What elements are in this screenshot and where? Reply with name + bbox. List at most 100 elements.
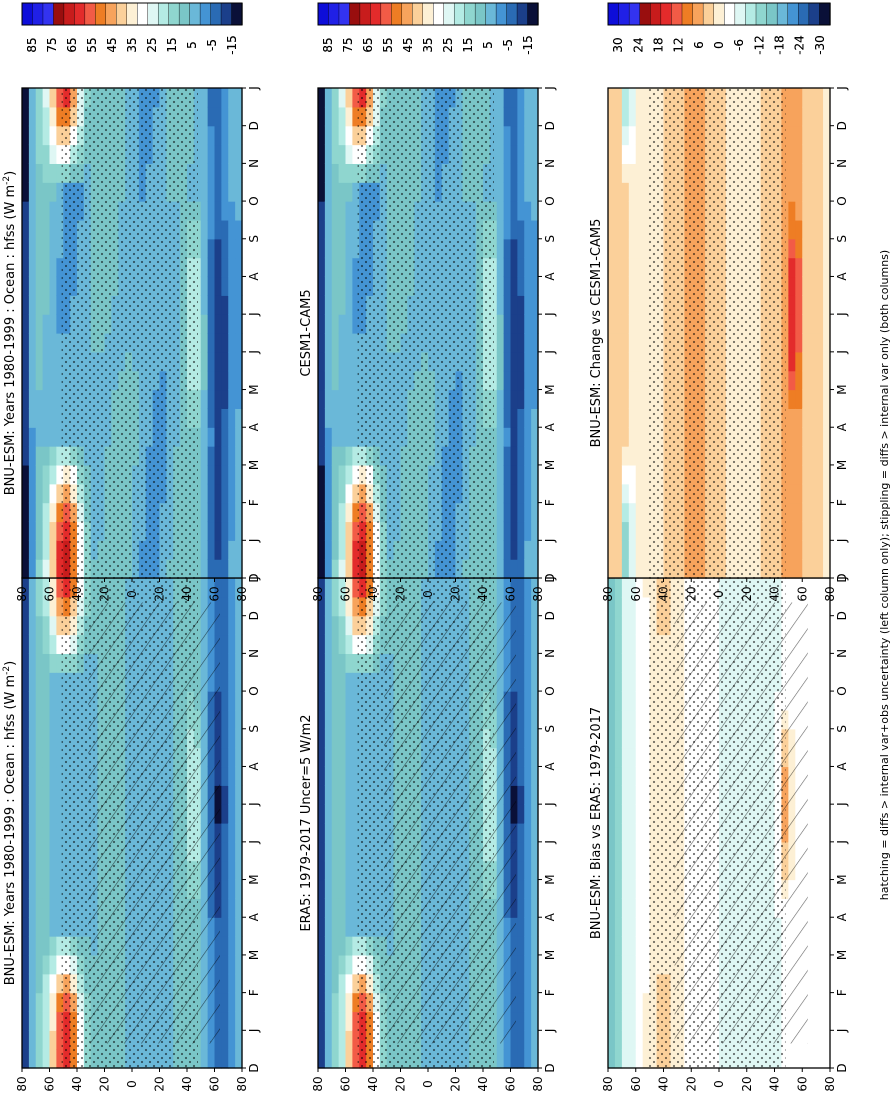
heatmap-cell bbox=[36, 691, 43, 710]
lat-tick-label: 80 bbox=[601, 1076, 615, 1091]
heatmap-cell bbox=[325, 371, 332, 390]
heatmap-cell bbox=[43, 371, 50, 390]
heatmap-cell bbox=[228, 823, 235, 842]
heatmap-cell bbox=[221, 540, 228, 559]
heatmap-cell bbox=[816, 861, 824, 880]
heatmap-cell bbox=[608, 880, 616, 899]
heatmap-cell bbox=[636, 276, 644, 295]
lat-tick-label: 60 bbox=[43, 1076, 57, 1091]
month-tick-label: S bbox=[543, 725, 557, 733]
heatmap-cell bbox=[221, 521, 228, 540]
heatmap-cell bbox=[615, 861, 623, 880]
heatmap-cell bbox=[228, 955, 235, 974]
heatmap-cell bbox=[43, 917, 50, 936]
heatmap-cell bbox=[622, 672, 630, 691]
colorbar-swatch bbox=[339, 3, 350, 25]
heatmap-cell bbox=[497, 126, 504, 145]
heatmap-cell bbox=[524, 861, 531, 880]
heatmap-cell bbox=[215, 107, 222, 126]
heatmap-cell bbox=[318, 88, 325, 107]
month-tick-label: M bbox=[247, 384, 261, 394]
heatmap-cell bbox=[332, 936, 339, 955]
heatmap-cell bbox=[318, 182, 325, 201]
heatmap-cell bbox=[318, 974, 325, 993]
colorbar-label: 65 bbox=[361, 37, 375, 52]
heatmap-cell bbox=[221, 484, 228, 503]
heatmap-cell bbox=[228, 352, 235, 371]
colorbar-swatch bbox=[85, 3, 96, 25]
heatmap-cell bbox=[608, 503, 616, 522]
title-end: ) bbox=[3, 661, 18, 666]
heatmap-cell bbox=[636, 239, 644, 258]
lat-tick-label: 40 bbox=[476, 1076, 490, 1091]
heatmap-cell bbox=[22, 390, 29, 409]
heatmap-cell bbox=[318, 201, 325, 220]
heatmap-cell bbox=[629, 126, 637, 145]
heatmap-cell bbox=[608, 823, 616, 842]
heatmap-cell bbox=[325, 748, 332, 767]
heatmap-cell bbox=[497, 352, 504, 371]
heatmap-cell bbox=[318, 314, 325, 333]
heatmap-cell bbox=[36, 672, 43, 691]
heatmap-cell bbox=[622, 936, 630, 955]
heatmap-cell bbox=[29, 503, 36, 522]
heatmap-cell bbox=[50, 427, 57, 446]
month-tick-label: D bbox=[835, 611, 849, 620]
heatmap-cell bbox=[511, 295, 518, 314]
heatmap-cell bbox=[50, 107, 57, 126]
heatmap-cell bbox=[615, 484, 623, 503]
heatmap-cell bbox=[50, 145, 57, 164]
month-tick-label: N bbox=[543, 159, 557, 168]
heatmap-cell bbox=[339, 936, 346, 955]
month-tick-label: J bbox=[835, 802, 849, 807]
heatmap-cell bbox=[208, 1049, 215, 1068]
lat-tick-label: 40 bbox=[768, 1076, 782, 1091]
heatmap-cell bbox=[43, 408, 50, 427]
heatmap-cell bbox=[43, 145, 50, 164]
heatmap-cell bbox=[36, 295, 43, 314]
heatmap-cell bbox=[615, 917, 623, 936]
heatmap-cell bbox=[43, 465, 50, 484]
heatmap-cell bbox=[504, 352, 511, 371]
heatmap-cell bbox=[622, 163, 630, 182]
heatmap-cell bbox=[29, 182, 36, 201]
heatmap-cell bbox=[332, 371, 339, 390]
heatmap-cell bbox=[318, 710, 325, 729]
heatmap-cell bbox=[636, 917, 644, 936]
heatmap-cell bbox=[339, 672, 346, 691]
heatmap-cell bbox=[325, 616, 332, 635]
month-tick-label: D bbox=[247, 1063, 261, 1072]
heatmap-cell bbox=[339, 371, 346, 390]
heatmap-cell bbox=[339, 993, 346, 1012]
heatmap-cell bbox=[332, 408, 339, 427]
heatmap-cell bbox=[615, 597, 623, 616]
heatmap-cell bbox=[615, 559, 623, 578]
heatmap-cell bbox=[318, 766, 325, 785]
heatmap-cell bbox=[29, 239, 36, 258]
heatmap-cell bbox=[29, 446, 36, 465]
heatmap-cell bbox=[228, 635, 235, 654]
heatmap-cell bbox=[22, 917, 29, 936]
heatmap-cell bbox=[221, 220, 228, 239]
heatmap-cell bbox=[636, 653, 644, 672]
month-tick-label: M bbox=[835, 950, 849, 960]
heatmap-cell bbox=[504, 333, 511, 352]
heatmap-cell bbox=[339, 748, 346, 767]
heatmap-cell bbox=[615, 710, 623, 729]
heatmap-cell bbox=[201, 1049, 208, 1068]
heatmap-cell bbox=[339, 503, 346, 522]
heatmap-cell bbox=[332, 427, 339, 446]
colorbar-label: 85 bbox=[25, 37, 39, 52]
heatmap-cell bbox=[636, 936, 644, 955]
heatmap-cell bbox=[43, 107, 50, 126]
heatmap-cell bbox=[201, 220, 208, 239]
month-tick-label: M bbox=[543, 950, 557, 960]
heatmap-cell bbox=[22, 276, 29, 295]
heatmap-cell bbox=[511, 201, 518, 220]
heatmap-cell bbox=[215, 239, 222, 258]
heatmap-cell bbox=[208, 559, 215, 578]
heatmap-cell bbox=[346, 239, 353, 258]
lat-tick-label: 80 bbox=[531, 1076, 545, 1091]
colorbar-label: 5 bbox=[481, 41, 495, 49]
